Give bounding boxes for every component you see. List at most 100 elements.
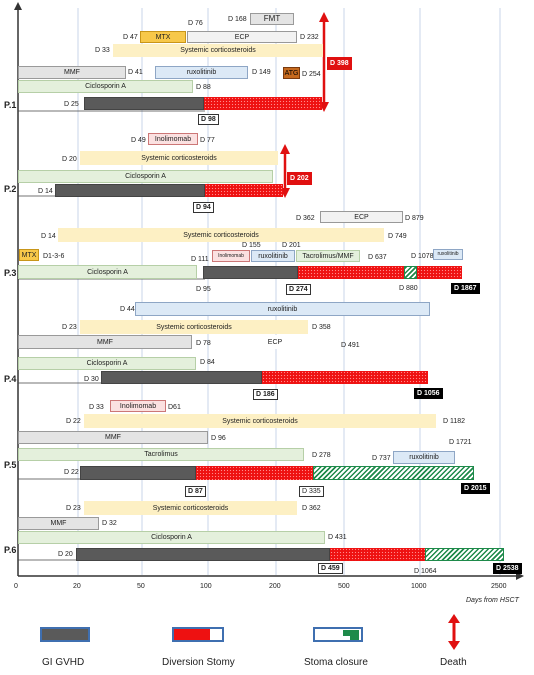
p1-label: P.1 xyxy=(4,100,17,110)
p2-ino-end: D 77 xyxy=(200,137,215,144)
p3-steroids-start: D 14 xyxy=(41,233,56,240)
p3-closure-day: D 880 xyxy=(399,285,418,292)
x-axis-arrow xyxy=(516,572,524,580)
p5-ruxo-bar: ruxolitinib xyxy=(393,451,455,464)
p4-steroids-end: D 358 xyxy=(312,324,331,331)
p3-ruxo2-day: D 1078 xyxy=(411,253,434,260)
p2-ino-start: D 49 xyxy=(131,137,146,144)
p6-mmf-bar: MMF xyxy=(18,517,99,530)
p2-stomy-day: D 94 xyxy=(193,202,214,213)
p1-steroids-bar: Systemic corticosteroids xyxy=(113,44,323,57)
legend-death-icon xyxy=(448,614,460,650)
p3-mtx-day: D1-3-6 xyxy=(43,253,65,260)
p4-steroids-start: D 23 xyxy=(62,324,77,331)
p3-ciclo-bar: Ciclosporin A xyxy=(18,265,197,279)
p6-mmf-day: D 32 xyxy=(102,520,117,527)
p1-atg-bar: ATG xyxy=(283,67,300,79)
p2-steroids-day: D 20 xyxy=(62,156,77,163)
p3-ecp-start: D 362 xyxy=(296,215,315,222)
p5-mmf-day: D 96 xyxy=(211,435,226,442)
p1-ecp-bar: ECP xyxy=(187,31,297,43)
p2-stomy-bar xyxy=(205,184,283,197)
p4-ecp-day: D 491 xyxy=(341,342,360,349)
p5-ino-end: D61 xyxy=(168,404,181,411)
p6-closure-bar xyxy=(425,548,504,561)
p3-steroids-bar: Systemic corticosteroids xyxy=(58,228,384,242)
p2-gvhd-bar xyxy=(55,184,205,197)
p3-steroids-end: D 749 xyxy=(388,233,407,240)
p2-ino-bar: Inolimomab xyxy=(148,133,198,145)
p2-death-label: D 202 xyxy=(287,172,312,185)
p1-ruxo-bar: ruxolitinib xyxy=(155,66,248,79)
p3-tacro-bar: Tacrolimus/MMF xyxy=(296,250,360,262)
p6-closure-day: D 1064 xyxy=(414,568,437,575)
p5-mmf-bar: MMF xyxy=(18,431,208,444)
tick-label-0: 0 xyxy=(14,583,18,590)
tick-label-200: 200 xyxy=(269,583,281,590)
p3-gvhd-bar xyxy=(203,266,298,279)
p4-end-day: D 1056 xyxy=(414,388,443,399)
p5-tacro-bar: Tacrolimus xyxy=(18,448,304,461)
p6-ciclo-bar: Ciclosporin A xyxy=(18,531,325,544)
p6-gvhd-bar xyxy=(76,548,330,561)
p6-steroids-start: D 23 xyxy=(66,505,81,512)
p4-ruxo-bar: ruxolitinib xyxy=(135,302,430,316)
p4-ruxo-day: D 44 xyxy=(120,306,135,313)
p4-gvhd-bar xyxy=(101,371,262,384)
p3-ino-bar: Inolimomab xyxy=(212,250,250,262)
p1-fmt-bar: FMT xyxy=(250,13,294,25)
p1-ecp-end: D 232 xyxy=(300,34,319,41)
p1-gvhd-day: D 25 xyxy=(64,101,79,108)
p1-mmf-bar: MMF xyxy=(18,66,126,79)
p5-steroids-end: D 1182 xyxy=(443,418,466,425)
p5-closure-bar xyxy=(313,466,474,480)
p6-ciclo-day: D 431 xyxy=(328,534,347,541)
p3-ruxo2-bar: ruxolitinib xyxy=(433,249,463,260)
tick-label-500: 500 xyxy=(338,583,350,590)
p2-ciclo-bar: Ciclosporin A xyxy=(18,170,273,183)
p5-end-day: D 2015 xyxy=(461,483,490,494)
p3-mtx-bar: MTX xyxy=(19,249,39,261)
p3-ciclo-day: D 95 xyxy=(196,286,211,293)
p1-stomy-bar xyxy=(204,97,322,110)
y-axis-arrow xyxy=(14,2,22,10)
p3-end-day: D 1867 xyxy=(451,283,480,294)
p1-ciclo-bar: Ciclosporin A xyxy=(18,80,193,93)
p5-stomy-bar xyxy=(196,466,313,480)
p2-gvhd-day: D 14 xyxy=(38,188,53,195)
p4-ciclo-bar: Ciclosporin A xyxy=(18,357,196,370)
p1-ecp-start: D 76 xyxy=(188,20,203,27)
p3-stomy-day: D 274 xyxy=(286,284,311,295)
p1-gvhd-bar xyxy=(84,97,204,110)
p4-mmf-bar: MMF xyxy=(18,335,192,349)
p1-death-label: D 398 xyxy=(327,57,352,70)
p3-ecp-end: D 879 xyxy=(405,215,424,222)
tick-label-50: 50 xyxy=(137,583,145,590)
p4-mmf-day: D 78 xyxy=(196,340,211,347)
p5-tacro-day: D 278 xyxy=(312,452,331,459)
legend-stomy-label: Diversion Stomy xyxy=(162,657,235,668)
p4-label: P.4 xyxy=(4,374,17,384)
p5-ino-start: D 33 xyxy=(89,404,104,411)
p4-gvhd-day: D 30 xyxy=(84,376,99,383)
p6-stomy-day: D 459 xyxy=(318,563,343,574)
p5-stomy-day: D 87 xyxy=(185,486,206,497)
p5-closure-day: D 335 xyxy=(299,486,324,497)
legend-death-label: Death xyxy=(440,657,467,668)
p1-steroids-day: D 33 xyxy=(95,47,110,54)
p3-stomy2-bar xyxy=(417,266,462,279)
p3-closure-bar xyxy=(404,266,417,279)
p6-gvhd-day: D 20 xyxy=(58,551,73,558)
p3-ecp-bar: ECP xyxy=(320,211,403,223)
p5-gvhd-day: D 22 xyxy=(64,469,79,476)
p4-stomy-bar xyxy=(262,371,428,384)
p3-ino-end: D 155 xyxy=(242,242,261,249)
p6-steroids-end: D 362 xyxy=(302,505,321,512)
legend-stomy-swatch xyxy=(172,627,224,642)
p1-atg-day: D 254 xyxy=(302,71,321,78)
p5-gvhd-bar xyxy=(80,466,196,480)
p4-ciclo-day: D 84 xyxy=(200,359,215,366)
p1-mtx-day: D 47 xyxy=(123,34,138,41)
p5-label: P.5 xyxy=(4,460,17,470)
